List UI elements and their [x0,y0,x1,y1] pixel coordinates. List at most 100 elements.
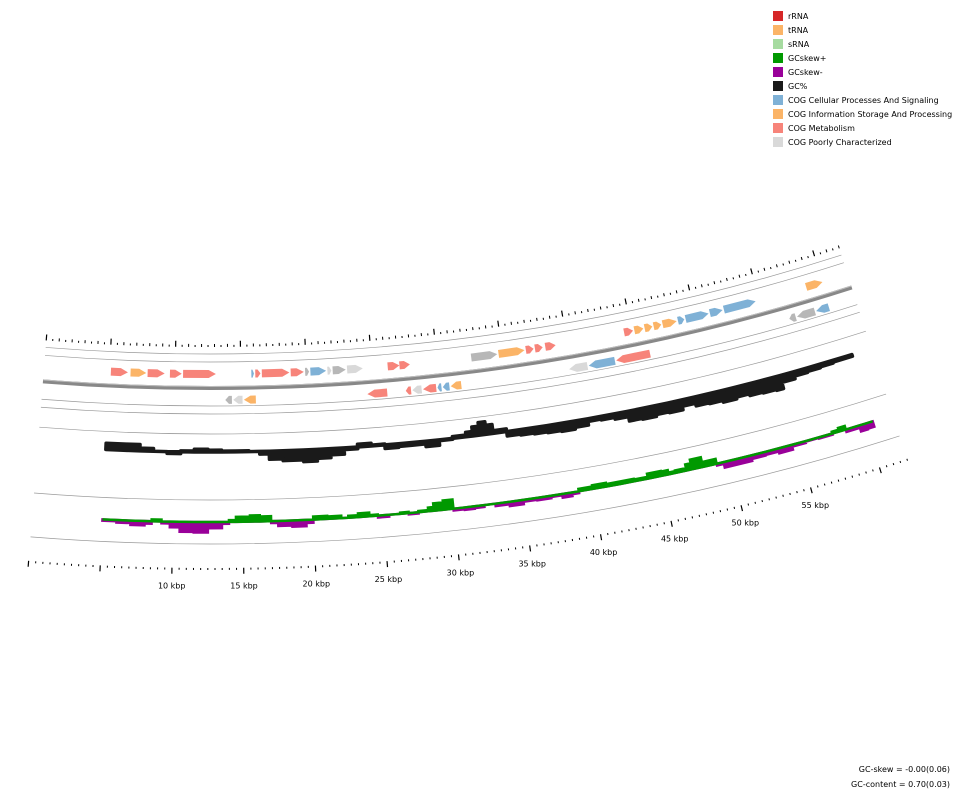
kbp-label: 15 kbp [230,582,258,591]
gene-arrow [233,395,243,404]
minor-tick [713,281,716,285]
backbone-highlight [43,285,852,387]
major-tick [561,310,564,317]
minor-tick [789,492,791,496]
major-tick [878,467,882,474]
legend-item-gcskew-minus: GCskew- [773,65,952,79]
minor-tick [803,489,805,492]
guide-ring [41,304,858,407]
legend-swatch [773,25,783,35]
gene-arrow [677,316,685,325]
gene-arrow [422,383,437,393]
kbp-labels: 10 kbp 15 kbp 20 kbp 25 kbp 30 kbp 35 kbp 40 k… [158,501,829,591]
kbp-label: 30 kbp [447,568,475,577]
kbp-label: 55 kbp [802,501,830,510]
gene-arrow [399,360,410,370]
minor-tick [807,255,809,259]
kbp-label: 20 kbp [303,580,331,589]
gene-arrow [470,351,498,362]
legend-swatch [773,53,783,63]
minor-tick [732,277,735,280]
gene-arrow [225,395,232,404]
gene-arrow [797,307,816,319]
gene-arrow [534,344,543,353]
legend-item-gc-percent: GC% [773,79,952,93]
gene-arrow [387,361,400,371]
minor-tick [788,260,791,264]
legend-item-rrna: rRNA [773,9,952,23]
gene-arrow [569,362,589,372]
guide-ring [45,262,844,363]
gene-arrow [405,386,412,395]
gene-arrow [450,381,462,390]
gc-content-stat: GC-content = 0.70(0.03) [851,780,950,789]
gene-arrow [130,368,147,377]
minor-tick [844,477,847,480]
minor-tick [865,471,867,474]
minor-tick [819,252,822,255]
minor-tick [770,266,772,270]
minor-tick [757,270,760,273]
gene-arrow [616,349,651,364]
gene-arrow [525,345,534,354]
reverse-strand-genes [225,303,831,404]
legend-swatch [773,123,783,133]
gene-arrow [661,318,677,329]
minor-tick [599,306,602,310]
major-tick [624,298,627,305]
minor-tick [830,481,833,484]
kbp-label: 40 kbp [590,548,618,557]
gene-arrow [183,369,216,378]
legend-swatch [773,95,783,105]
legend-label: GCskew+ [788,53,827,63]
legend: rRNA tRNA sRNA GCskew+ GCskew- GC% COG C… [773,9,952,149]
minor-tick [800,256,803,261]
major-tick [750,268,753,275]
gene-arrow [346,364,363,374]
minor-tick [763,267,766,271]
gene-arrow [442,382,450,391]
minor-tick [726,277,728,282]
guide-ring [30,435,900,545]
legend-swatch [773,11,783,21]
minor-tick [825,249,828,253]
minor-tick [837,479,840,482]
track-guide-lines [30,254,900,545]
legend-swatch [773,137,783,147]
major-tick [670,520,673,527]
minor-tick [775,264,778,268]
gene-arrow [498,347,525,358]
minor-tick [738,274,741,278]
gene-arrow [722,299,756,314]
legend-item-gcskew-plus: GCskew+ [773,51,952,65]
legend-label: tRNA [788,25,809,35]
gene-arrow [327,366,332,375]
gene-arrow [544,342,556,351]
legend-swatch [773,39,783,49]
major-tick [529,545,532,552]
gene-arrow [588,356,616,369]
minor-tick [794,259,797,262]
kbp-label: 45 kbp [661,535,689,544]
major-tick [740,505,744,512]
gene-arrow [290,368,304,377]
gene-arrow [110,367,128,377]
genome-backbone [42,285,853,390]
minor-tick [675,290,678,294]
legend-item-cog-metabolism: COG Metabolism [773,121,952,135]
legend-label: COG Information Storage And Processing [788,109,953,119]
gene-arrow [147,369,165,378]
kbp-label: 10 kbp [158,582,186,591]
major-tick [687,284,691,291]
legend-label: rRNA [788,11,809,21]
minor-tick [650,295,653,300]
gene-arrow [304,367,310,376]
gene-arrow [623,327,634,337]
gc-skew-negative-area [101,419,876,534]
minor-tick [837,245,840,249]
minor-tick [823,483,826,486]
legend-swatch [773,81,783,91]
gene-arrow [816,303,831,313]
legend-label: GCskew- [788,67,823,77]
